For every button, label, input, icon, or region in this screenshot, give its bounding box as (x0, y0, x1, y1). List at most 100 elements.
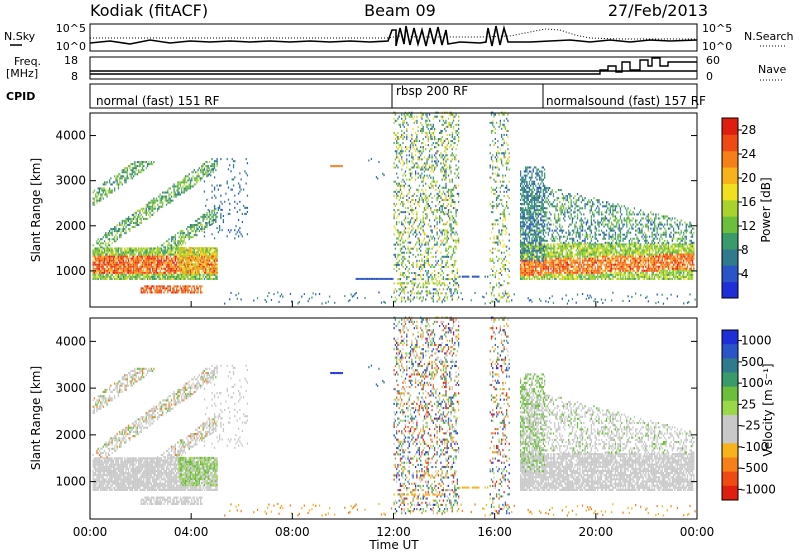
data-cell (297, 302, 299, 305)
data-cell (494, 272, 496, 275)
data-cell (433, 138, 436, 141)
data-cell (519, 189, 522, 192)
data-cell (164, 246, 166, 249)
data-cell (181, 261, 183, 264)
data-cell (220, 158, 222, 161)
data-cell (445, 172, 447, 175)
data-cell (136, 269, 139, 272)
data-cell (179, 240, 182, 243)
data-cell (411, 176, 413, 179)
data-cell (239, 186, 241, 189)
data-cell (126, 177, 128, 180)
data-cell (101, 242, 103, 245)
data-cell (116, 271, 118, 274)
data-cell (431, 160, 433, 163)
data-cell (414, 200, 417, 204)
noise-search-line (90, 28, 697, 40)
data-cell (449, 133, 451, 137)
data-cell (213, 204, 216, 207)
nsky-label: N.Sky (4, 30, 36, 43)
data-cell (451, 192, 453, 195)
data-cell (430, 207, 432, 210)
data-cell (183, 232, 185, 235)
data-cell (160, 261, 163, 264)
date-title: 27/Feb/2013 (608, 1, 708, 20)
data-cell (212, 253, 214, 256)
cpid-segment-2: rbsp 200 RF (396, 84, 468, 98)
data-cell (464, 275, 466, 278)
data-cell (433, 166, 436, 169)
data-cell (173, 253, 175, 256)
data-cell (197, 277, 199, 280)
data-cell (143, 287, 145, 290)
data-cell (325, 301, 327, 304)
data-cell (530, 261, 532, 264)
data-cell (450, 255, 452, 258)
data-cell (457, 176, 460, 179)
data-cell (449, 290, 451, 293)
data-cell (407, 237, 409, 240)
data-cell (217, 206, 219, 209)
data-cell (210, 273, 212, 276)
data-cell (183, 249, 185, 252)
data-cell (411, 142, 413, 145)
data-cell (194, 223, 197, 227)
data-cell (396, 156, 398, 159)
data-cell (110, 277, 112, 280)
data-cell (140, 271, 142, 274)
data-cell (507, 148, 509, 151)
data-cell (136, 263, 139, 266)
data-cell (397, 142, 399, 145)
data-cell (420, 150, 422, 153)
data-cell (239, 231, 241, 234)
data-cell (168, 267, 170, 270)
data-cell (165, 251, 168, 254)
data-cell (175, 275, 178, 278)
data-cell (157, 273, 159, 276)
data-cell (144, 209, 146, 212)
data-cell (178, 263, 180, 266)
data-cell (108, 181, 111, 184)
data-cell (442, 243, 445, 246)
data-cell (154, 273, 156, 276)
data-cell (198, 217, 201, 220)
data-cell (106, 263, 108, 266)
data-cell (192, 230, 194, 233)
data-cell (208, 221, 211, 224)
data-cell (127, 219, 130, 222)
data-cell (98, 255, 101, 258)
data-cell (181, 259, 183, 262)
data-cell (102, 251, 104, 254)
data-cell (430, 127, 432, 130)
data-cell (120, 177, 122, 180)
data-cell (107, 251, 109, 254)
data-cell (146, 267, 149, 270)
data-cell (393, 263, 395, 266)
data-cell (174, 242, 176, 245)
data-cell (174, 267, 176, 270)
data-cell (119, 230, 121, 233)
data-cell (490, 176, 493, 179)
data-cell (497, 194, 499, 197)
data-cell (500, 251, 503, 254)
data-cell (215, 169, 217, 172)
data-cell (441, 207, 443, 210)
data-cell (139, 249, 141, 252)
data-cell (191, 289, 193, 292)
data-cell (139, 163, 141, 166)
data-cell (201, 230, 203, 233)
data-cell (399, 125, 402, 128)
data-cell (116, 238, 118, 241)
data-cell (187, 226, 189, 229)
data-cell (140, 255, 142, 258)
data-cell (101, 249, 103, 252)
data-cell (165, 255, 168, 258)
data-cell (471, 275, 474, 278)
data-cell (503, 133, 505, 137)
data-cell (114, 269, 116, 272)
data-cell (168, 289, 170, 292)
data-cell (121, 253, 123, 256)
data-cell (212, 273, 214, 276)
data-cell (444, 255, 446, 258)
data-cell (193, 228, 195, 231)
